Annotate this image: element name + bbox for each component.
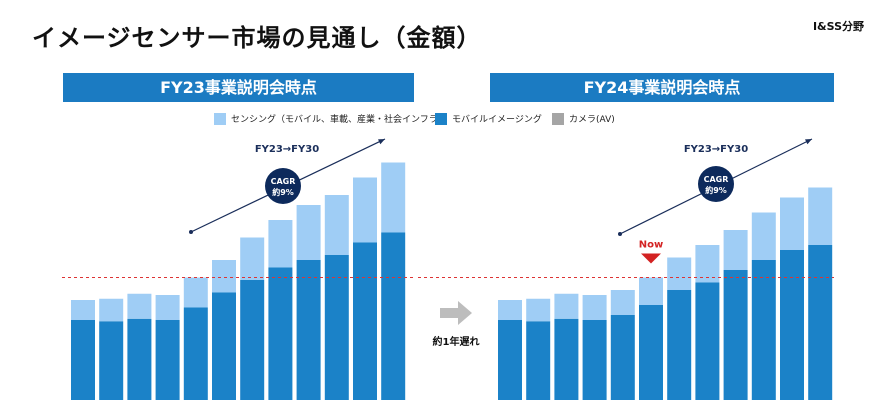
legend-label-sensing: センシング（モバイル、車載、産業・社会インフラ）: [231, 115, 447, 125]
right-bar-mobile-10: [780, 250, 804, 400]
left-bar-mobile-0: [71, 320, 95, 400]
right-bar-sensing-5: [639, 277, 663, 305]
left-bar-sensing-10: [353, 177, 377, 243]
left-cagr-label: CAGR: [271, 177, 296, 186]
left-panel-header: FY23事業説明会時点: [63, 73, 414, 102]
right-bar-sensing-6: [667, 257, 692, 290]
right-panel-header: FY24事業説明会時点: [490, 73, 834, 102]
left-bar-sensing-5: [212, 260, 236, 293]
division-label: I&SS分野: [812, 20, 864, 33]
left-bar-sensing-9: [324, 195, 349, 255]
right-bar-mobile-11: [808, 245, 833, 400]
page-title: イメージセンサー市場の見通し（金額）: [32, 24, 482, 52]
left-bar-mobile-7: [268, 267, 293, 400]
left-bar-mobile-10: [353, 242, 377, 400]
right-bar-mobile-6: [667, 290, 692, 400]
right-bar-sensing-2: [554, 293, 579, 319]
now-marker-icon: [641, 253, 661, 264]
left-bar-sensing-4: [183, 277, 208, 308]
legend-label-mobile-imaging: モバイルイメージング: [452, 115, 542, 125]
legend-label-camera: カメラ(AV): [569, 115, 615, 125]
right-trend-start-dot: [618, 232, 622, 236]
left-bar-mobile-9: [324, 255, 349, 400]
right-bar-sensing-9: [751, 212, 776, 260]
right-cagr-badge: [698, 166, 734, 202]
chart-legend: センシング（モバイル、車載、産業・社会インフラ） モバイルイメージング カメラ(…: [0, 112, 890, 128]
right-bar-mobile-8: [723, 270, 748, 400]
right-cagr-value: 約9%: [705, 185, 727, 195]
right-bar-mobile-3: [582, 320, 607, 400]
left-cagr-value: 約9%: [272, 187, 294, 197]
legend-swatch-sensing: [214, 112, 226, 125]
left-bar-mobile-5: [212, 292, 236, 400]
right-bar-sensing-3: [582, 295, 607, 320]
left-bar-mobile-3: [155, 320, 180, 400]
right-bar-sensing-11: [808, 187, 833, 245]
right-trend-label: FY23→FY30: [684, 144, 748, 155]
legend-item-sensing: センシング（モバイル、車載、産業・社会インフラ）: [214, 112, 447, 125]
left-bar-sensing-3: [155, 295, 180, 320]
left-bar-sensing-8: [296, 205, 321, 260]
left-bar-sensing-11: [381, 162, 406, 233]
right-bar-mobile-9: [751, 260, 776, 400]
left-cagr-badge: [265, 168, 301, 204]
legend-item-camera: カメラ(AV): [552, 112, 615, 125]
right-bar-mobile-1: [526, 321, 551, 400]
delay-label: 約1年遅れ: [433, 335, 480, 348]
left-bar-sensing-6: [240, 237, 265, 280]
legend-swatch-camera: [552, 112, 564, 125]
right-bar-mobile-2: [554, 318, 579, 400]
right-bar-mobile-7: [695, 282, 720, 400]
left-bar-sensing-2: [127, 293, 152, 319]
right-bar-mobile-4: [610, 315, 635, 400]
right-bar-sensing-0: [498, 300, 522, 320]
left-bar-sensing-0: [71, 300, 95, 320]
left-bar-sensing-1: [99, 298, 124, 322]
right-trend-arrowhead: [805, 139, 812, 145]
right-cagr-label: CAGR: [704, 175, 729, 184]
now-label: Now: [639, 240, 663, 251]
left-bar-mobile-1: [99, 321, 124, 400]
right-bar-sensing-8: [723, 230, 748, 270]
left-trend-arrowhead: [378, 139, 385, 145]
legend-item-mobile-imaging: モバイルイメージング: [435, 112, 542, 125]
right-bar-mobile-5: [639, 305, 663, 400]
right-arrow-icon: [440, 301, 472, 325]
right-bar-sensing-4: [610, 290, 635, 315]
legend-swatch-mobile-imaging: [435, 112, 447, 125]
left-bar-mobile-4: [183, 307, 208, 400]
left-bar-mobile-2: [127, 318, 152, 400]
left-bar-mobile-8: [296, 260, 321, 400]
left-trend-start-dot: [189, 230, 193, 234]
right-bar-mobile-0: [498, 320, 522, 400]
left-bar-mobile-11: [381, 232, 406, 400]
right-bar-sensing-10: [780, 197, 804, 250]
delay-indicator: 約1年遅れ: [433, 301, 480, 348]
left-bar-sensing-7: [268, 220, 293, 268]
left-trend-label: FY23→FY30: [255, 144, 319, 155]
left-bar-mobile-6: [240, 280, 265, 400]
right-bar-sensing-7: [695, 245, 720, 283]
right-bar-sensing-1: [526, 298, 551, 322]
